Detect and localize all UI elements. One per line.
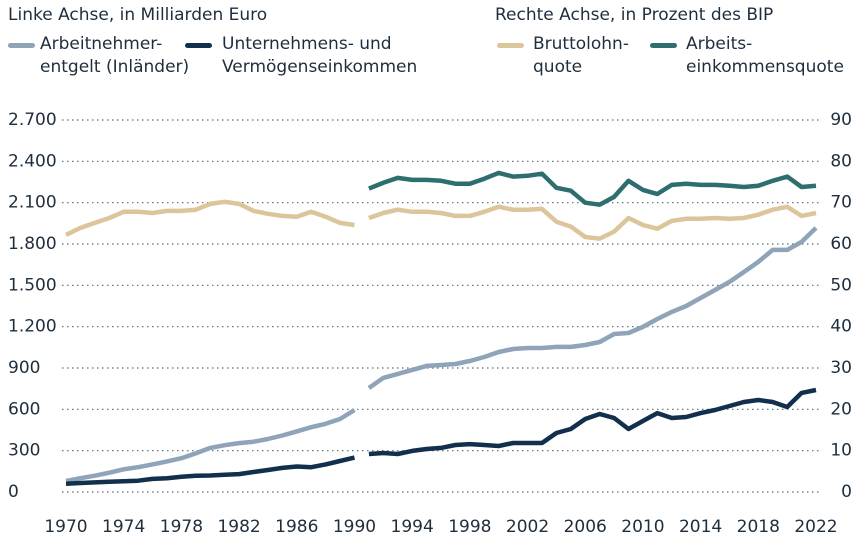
- y-tick-label: 300: [8, 441, 40, 461]
- x-tick-label: 1998: [448, 517, 491, 537]
- x-tick-label: 1986: [275, 517, 318, 537]
- x-tick-label: 2018: [737, 517, 780, 537]
- x-tick-label: 1982: [217, 517, 260, 537]
- series-line: [65, 226, 818, 484]
- x-tick-label: 1994: [391, 517, 434, 537]
- y2-tick-label: 10: [830, 441, 852, 461]
- x-tick-label: 1970: [44, 517, 87, 537]
- legend-swatch: [497, 43, 524, 48]
- left-axis-label: Linke Achse, in Milliarden Euro: [8, 5, 268, 25]
- y2-tick-label: 50: [830, 275, 852, 295]
- y2-tick-label: 30: [830, 358, 852, 378]
- legend-label: Bruttolohn- quote: [533, 34, 629, 77]
- series-line: [65, 199, 817, 241]
- legend-swatch: [185, 43, 212, 48]
- legend-label: Unternehmens- und Vermögenseinkommen: [222, 34, 418, 77]
- x-tick-label: 2010: [621, 517, 664, 537]
- y2-tick-label: 80: [830, 151, 852, 171]
- legend-label: Arbeits- einkommensquote: [686, 34, 844, 77]
- x-tick-label: 2002: [506, 517, 549, 537]
- x-tick-label: 2022: [794, 517, 837, 537]
- x-tick-label: 1978: [160, 517, 203, 537]
- x-tick-label: 1974: [102, 517, 145, 537]
- y2-tick-label: 0: [841, 482, 852, 502]
- y-tick-label: 1.200: [8, 317, 57, 337]
- y-tick-label: 900: [8, 358, 40, 378]
- series-line: [368, 170, 817, 207]
- legend-swatch: [8, 43, 35, 48]
- x-tick-label: 1990: [333, 517, 376, 537]
- y2-tick-label: 90: [830, 110, 852, 130]
- y-tick-label: 2.700: [8, 110, 57, 130]
- y2-tick-label: 40: [830, 317, 852, 337]
- y2-tick-label: 20: [830, 399, 852, 419]
- x-tick-label: 2014: [679, 517, 722, 537]
- y2-tick-label: 70: [830, 193, 852, 213]
- legend-swatch: [650, 43, 677, 48]
- series-line: [65, 387, 817, 486]
- y-tick-label: 2.100: [8, 193, 57, 213]
- y-tick-label: 0: [8, 482, 19, 502]
- legend-label: Arbeitnehmer- entgelt (Inländer): [40, 34, 190, 77]
- y-tick-label: 2.400: [8, 151, 57, 171]
- y-tick-label: 1.800: [8, 234, 57, 254]
- y-tick-label: 1.500: [8, 275, 57, 295]
- y-tick-label: 600: [8, 399, 40, 419]
- right-axis-label: Rechte Achse, in Prozent des BIP: [495, 5, 774, 25]
- x-tick-label: 2006: [564, 517, 607, 537]
- y2-tick-label: 60: [830, 234, 852, 254]
